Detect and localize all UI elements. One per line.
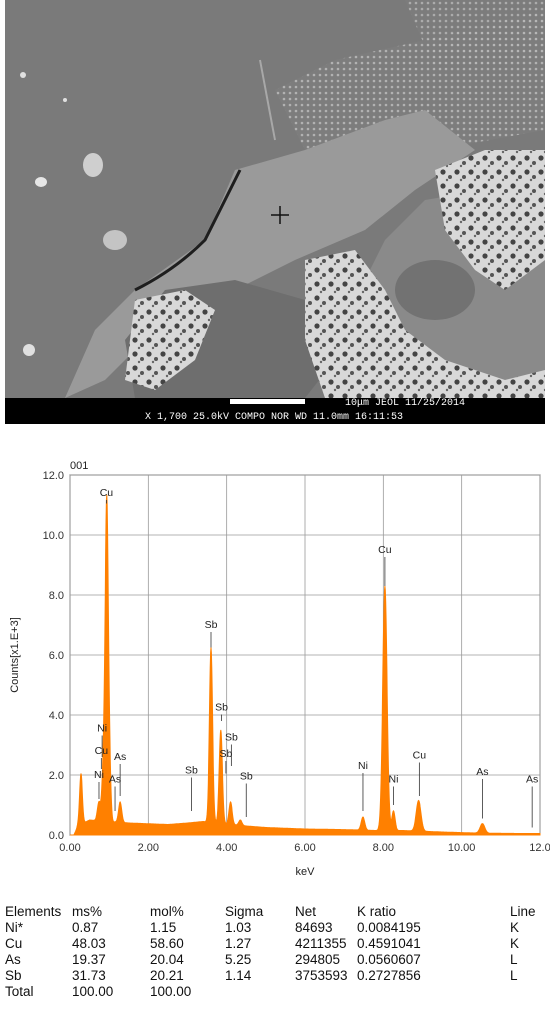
cell-net: 294805	[295, 952, 341, 967]
x-tick-label: 2.00	[138, 842, 159, 854]
table-header: Elements ms% mol% Sigma Net K ratio Line	[5, 904, 550, 920]
header-cell: Elements	[5, 904, 62, 919]
peak-label: Ni	[97, 723, 107, 735]
cell-line: L	[510, 952, 518, 967]
table-row: Ni* 0.87 1.15 1.03 84693 0.0084195 K	[5, 920, 550, 936]
peak-label: As	[114, 751, 126, 763]
x-tick-label: 12.0	[529, 842, 550, 854]
scale-bar	[230, 399, 305, 404]
peak-label: Cu	[100, 487, 114, 499]
y-tick-label: 4.0	[49, 710, 64, 722]
header-cell: Net	[295, 904, 317, 919]
header-cell: Sigma	[225, 904, 264, 919]
y-tick-label: 0.0	[49, 830, 64, 842]
y-tick-label: 8.0	[49, 590, 64, 602]
peak-label: Sb	[185, 765, 198, 777]
peak-label: Cu	[95, 745, 109, 757]
cell-element: Cu	[5, 936, 23, 951]
cell-element: Sb	[5, 968, 22, 983]
y-tick-label: 12.0	[43, 470, 64, 482]
cell-ms: 48.03	[72, 936, 106, 951]
peak-label: As	[109, 774, 121, 786]
peak-label: Cu	[413, 750, 427, 762]
cell-element: Ni*	[5, 920, 24, 935]
spectrum-series	[70, 494, 541, 836]
header-cell: mol%	[150, 904, 184, 919]
peak-label: As	[476, 766, 488, 778]
cell-ms: 19.37	[72, 952, 106, 967]
cell-mol: 58.60	[150, 936, 184, 951]
x-axis-title: keV	[296, 866, 316, 878]
peak-label: Cu	[378, 544, 392, 556]
cell-net: 3753593	[295, 968, 348, 983]
header-cell: K ratio	[357, 904, 397, 919]
spectrum-id: 001	[70, 460, 88, 472]
sem-micrograph: 10μm JEOL 11/25/2014 X 1,700 25.0kV COMP…	[5, 0, 545, 424]
peak-label: As	[526, 774, 538, 786]
micrograph-info-bottom: X 1,700 25.0kV COMPO NOR WD 11.0mm 16:11…	[145, 411, 403, 423]
table-row: As 19.37 20.04 5.25 294805 0.0560607 L	[5, 952, 550, 968]
x-tick-label: 4.00	[216, 842, 237, 854]
peak-annotations: Cu Ni Cu Ni As As Sb Sb Sb Sb Sb Sb Ni Cu Ni Cu As As	[94, 487, 538, 828]
cell-net: 4211355	[295, 936, 347, 951]
cell-line: K	[510, 920, 520, 935]
cell-ms: 100.00	[72, 984, 114, 999]
peak-label: Sb	[205, 619, 218, 631]
peak-label: Sb	[215, 702, 228, 714]
cell-net: 84693	[295, 920, 333, 935]
cell-sigma: 5.25	[225, 952, 252, 967]
cell-line: L	[510, 968, 518, 983]
peak-label: Sb	[219, 748, 232, 760]
header-cell: ms%	[72, 904, 102, 919]
cell-k-ratio: 0.2727856	[357, 968, 421, 983]
cell-mol: 20.21	[150, 968, 184, 983]
cell-line: K	[510, 936, 520, 951]
table-row: Sb 31.73 20.21 1.14 3753593 0.2727856 L	[5, 968, 550, 984]
table-row: Cu 48.03 58.60 1.27 4211355 0.4591041 K	[5, 936, 550, 952]
eds-spectrum-chart: 0.00 2.00 4.00 6.00 8.00 10.00 12.0 0.0 2.0 4.0 6.…	[0, 455, 550, 885]
cell-element: As	[5, 952, 21, 967]
peak-label: Ni	[389, 774, 399, 786]
x-tick-label: 10.00	[448, 842, 476, 854]
cell-k-ratio: 0.4591041	[357, 936, 421, 951]
cell-sigma: 1.03	[225, 920, 252, 935]
x-tick-label: 0.00	[59, 842, 80, 854]
spectrum-svg: 0.00 2.00 4.00 6.00 8.00 10.00 12.0 0.0 2.0 4.0 6.…	[9, 460, 550, 878]
x-tick-label: 6.00	[294, 842, 315, 854]
peak-label: Sb	[240, 771, 253, 783]
results-table: Elements ms% mol% Sigma Net K ratio Line…	[5, 904, 550, 1000]
y-tick-label: 2.0	[49, 770, 64, 782]
peak-label: Ni	[358, 760, 368, 772]
cell-ms: 0.87	[72, 920, 99, 935]
header-cell: Line	[510, 904, 536, 919]
cell-mol: 100.00	[150, 984, 192, 999]
cell-sigma: 1.14	[225, 968, 252, 983]
peak-label: Ni	[94, 769, 104, 781]
micrograph-image: 10μm JEOL 11/25/2014 X 1,700 25.0kV COMP…	[5, 0, 545, 424]
cell-mol: 1.15	[150, 920, 177, 935]
micrograph-info-top: 10μm JEOL 11/25/2014	[345, 397, 465, 409]
table-total-row: Total 100.00 100.00	[5, 984, 550, 1000]
cell-k-ratio: 0.0084195	[357, 920, 421, 935]
cell-k-ratio: 0.0560607	[357, 952, 421, 967]
peak-label: Sb	[225, 732, 238, 744]
y-tick-label: 10.0	[43, 530, 64, 542]
cell-element: Total	[5, 984, 34, 999]
tick-labels: 0.00 2.00 4.00 6.00 8.00 10.00 12.0 0.0 2.0 4.0 6.…	[43, 470, 550, 854]
y-tick-label: 6.0	[49, 650, 64, 662]
x-tick-label: 8.00	[373, 842, 394, 854]
y-axis-title: Counts[x1.E+3]	[9, 617, 21, 693]
cell-mol: 20.04	[150, 952, 184, 967]
cell-sigma: 1.27	[225, 936, 252, 951]
cell-ms: 31.73	[72, 968, 106, 983]
